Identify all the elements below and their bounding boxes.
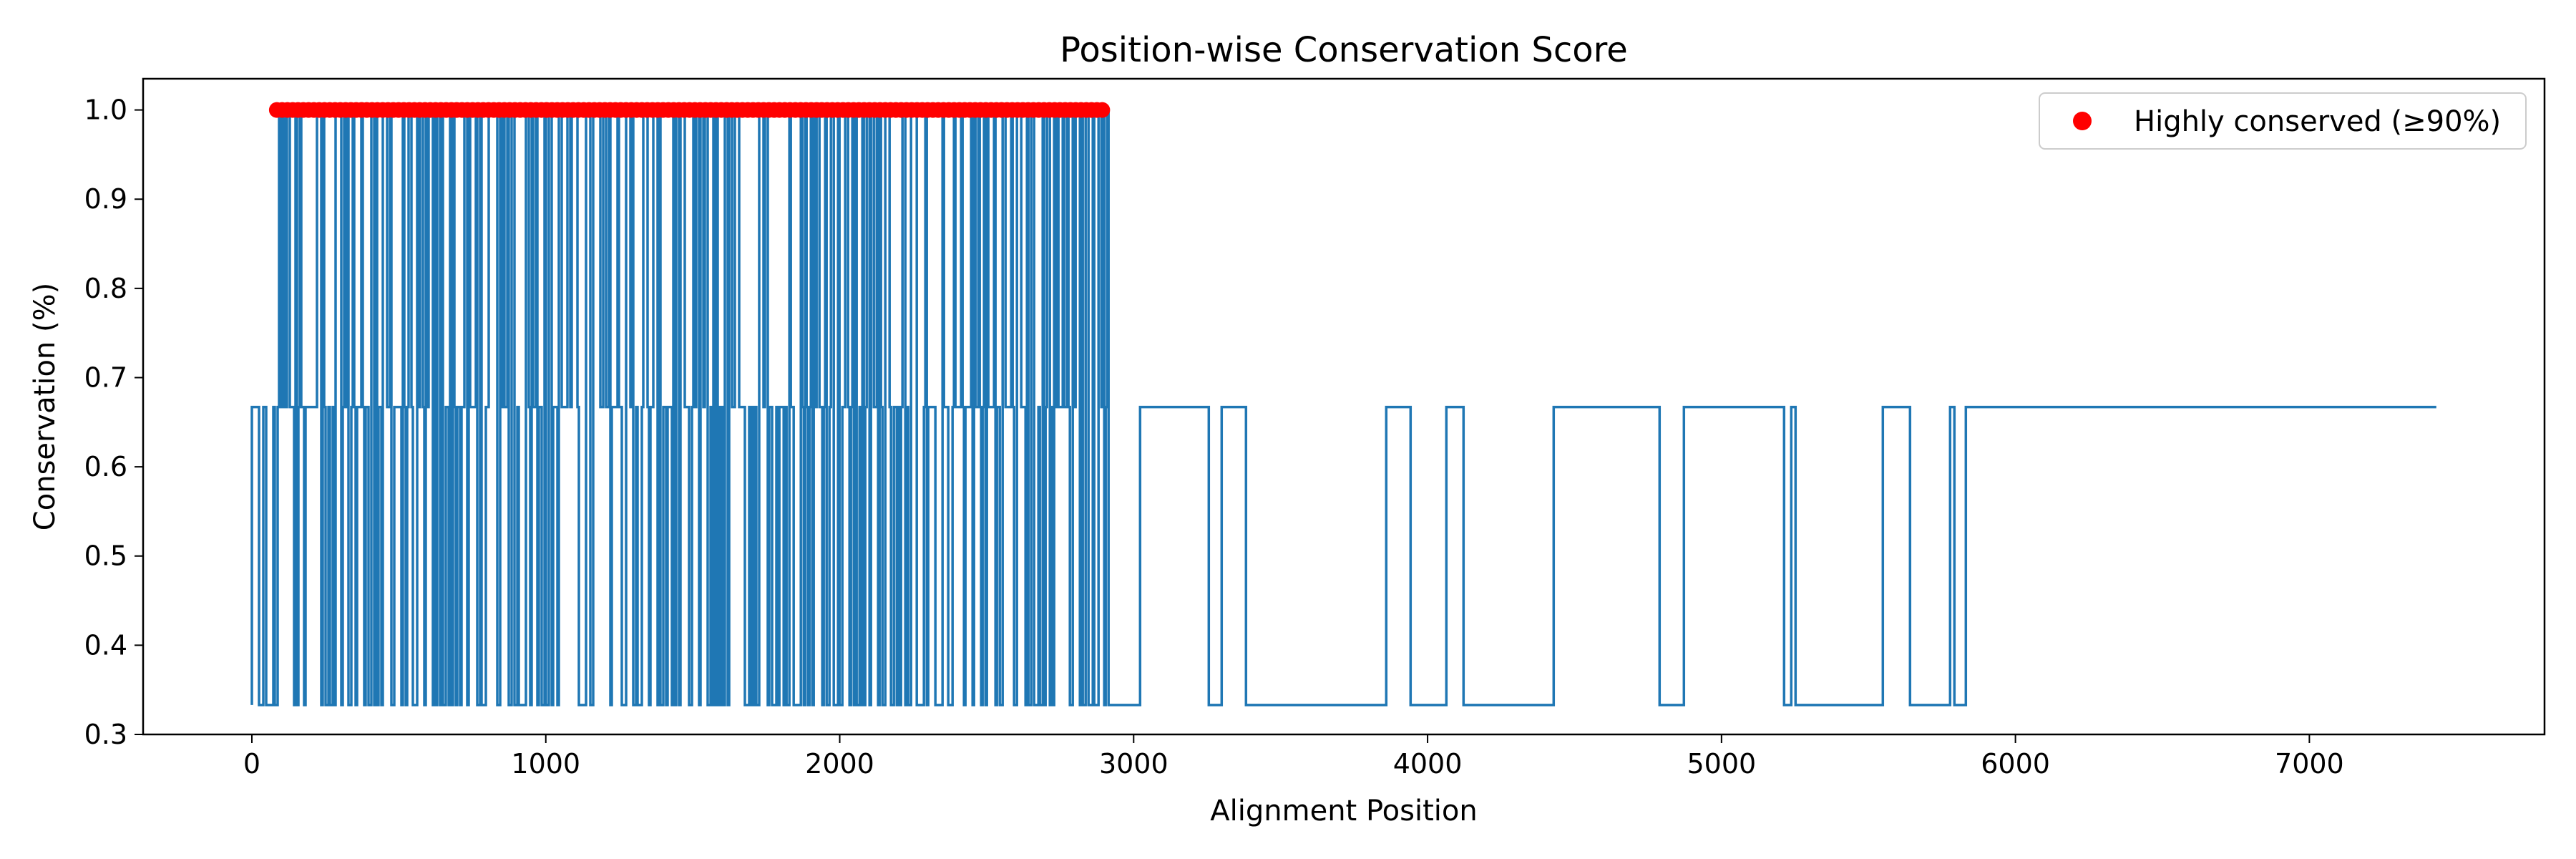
y-tick-label: 0.3 — [84, 719, 127, 750]
y-tick-label: 0.4 — [84, 629, 127, 661]
legend-marker — [2073, 112, 2092, 130]
x-tick-label: 5000 — [1687, 748, 1756, 780]
plot-area — [250, 102, 2436, 707]
x-tick-label: 4000 — [1393, 748, 1463, 780]
y-axis-label: Conservation (%) — [29, 283, 62, 530]
x-tick-label: 3000 — [1099, 748, 1169, 780]
x-tick-label: 6000 — [1981, 748, 2050, 780]
y-tick-label: 1.0 — [84, 94, 127, 126]
legend: Highly conserved (≥90%) — [2039, 92, 2527, 150]
y-tick-label: 0.9 — [84, 183, 127, 215]
y-axis: 0.3 0.4 0.5 0.6 0.7 0.8 0.9 1.0 — [84, 94, 143, 750]
chart-title: Position-wise Conservation Score — [1060, 30, 1628, 70]
x-axis-label: Alignment Position — [1210, 795, 1477, 828]
x-tick-label: 2000 — [805, 748, 874, 780]
highly-conserved-point — [1094, 102, 1111, 118]
legend-box — [2039, 92, 2527, 150]
x-tick-label: 1000 — [511, 748, 580, 780]
y-tick-label: 0.7 — [84, 361, 127, 393]
y-tick-label: 0.8 — [84, 273, 127, 304]
conservation-line — [250, 108, 2436, 707]
x-tick-label: 7000 — [2275, 748, 2344, 780]
legend-label: Highly conserved (≥90%) — [2134, 105, 2501, 138]
y-tick-label: 0.5 — [84, 540, 127, 572]
axes-frame — [142, 77, 2546, 736]
x-tick-label: 0 — [243, 748, 260, 780]
y-tick-label: 0.6 — [84, 451, 127, 482]
highly-conserved-markers — [268, 102, 1111, 118]
x-axis: 0 1000 2000 3000 4000 5000 6000 7000 — [243, 734, 2344, 780]
